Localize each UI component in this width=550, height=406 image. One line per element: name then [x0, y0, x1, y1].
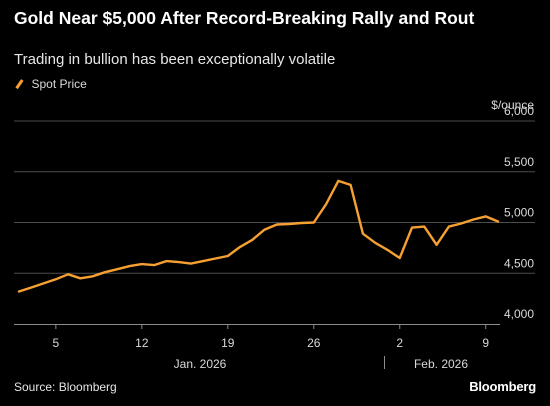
- x-tick-label-2026-01-26: 26: [307, 336, 321, 350]
- chart-title: Gold Near $5,000 After Record-Breaking R…: [14, 8, 475, 28]
- legend-swatch-spot-price: [15, 79, 24, 89]
- month-label-1: Feb. 2026: [414, 357, 468, 371]
- y-tick-label-6000: 6,000: [504, 104, 534, 118]
- y-tick-label-4500: 4,500: [504, 256, 534, 270]
- legend-label-spot-price: Spot Price: [31, 77, 87, 91]
- x-tick-label-2026-02-09: 9: [482, 336, 489, 350]
- y-tick-label-5500: 5,500: [504, 155, 534, 169]
- bloomberg-logo: Bloomberg: [469, 379, 536, 394]
- source-note: Source: Bloomberg: [14, 380, 117, 394]
- y-tick-label-4000: 4,000: [504, 307, 534, 321]
- month-label-0: Jan. 2026: [174, 357, 227, 371]
- chart-subtitle: Trading in bullion has been exceptionall…: [14, 51, 336, 68]
- x-tick-label-2026-02-02: 2: [396, 336, 403, 350]
- series-line-spot-price: [17, 179, 500, 293]
- x-tick-label-2026-01-05: 5: [53, 336, 60, 350]
- x-tick-label-2026-01-12: 12: [135, 336, 149, 350]
- y-axis-unit-label: $/ounce: [491, 98, 534, 112]
- legend: Spot Price: [14, 77, 87, 91]
- line-chart: $/ounce 4,000 4,500 5,000 5,500 6,000 5 12 19 26 2…: [14, 98, 535, 371]
- x-tick-label-2026-01-19: 19: [221, 336, 235, 350]
- y-tick-label-5000: 5,000: [504, 206, 534, 220]
